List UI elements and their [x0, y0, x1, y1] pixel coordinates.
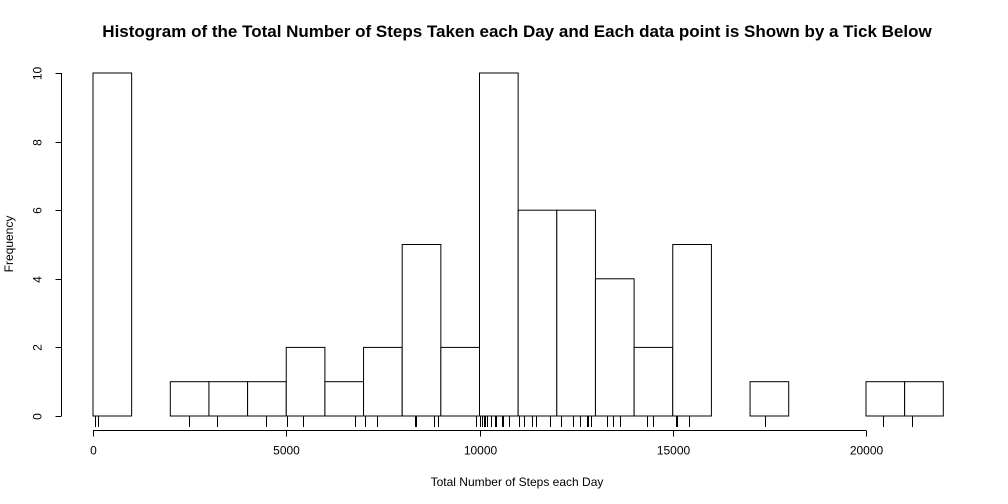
x-axis-label: Total Number of Steps each Day — [431, 475, 604, 489]
histogram-bar-4 — [247, 381, 287, 417]
histogram-bar-0 — [92, 72, 133, 417]
histogram-bar-21 — [904, 381, 944, 417]
histogram-bar-9 — [440, 346, 481, 417]
histogram-bars — [92, 72, 944, 417]
histogram-bar-7 — [363, 346, 403, 417]
x-tick-label-3: 15000 — [657, 444, 691, 458]
chart-title: Histogram of the Total Number of Steps T… — [102, 22, 932, 41]
x-tick-label-2: 10000 — [464, 444, 498, 458]
y-tick-label-2: 4 — [31, 276, 45, 283]
y-tick-label-3: 6 — [31, 207, 45, 214]
x-tick-label-4: 20000 — [850, 444, 884, 458]
y-tick-label-4: 8 — [31, 139, 45, 146]
histogram-bar-11 — [517, 209, 558, 417]
histogram-bar-8 — [401, 244, 442, 417]
histogram-bar-10 — [479, 72, 519, 417]
y-tick-label-1: 2 — [31, 344, 45, 351]
histogram-bar-6 — [324, 381, 365, 417]
x-tick-label-0: 0 — [90, 444, 97, 458]
x-axis: 0 5000 10000 15000 20000 — [90, 430, 884, 458]
y-tick-label-5: 10 — [31, 67, 45, 81]
y-axis-label: Frequency — [2, 216, 16, 273]
rug-ticks — [95, 416, 913, 427]
x-tick-label-1: 5000 — [273, 444, 300, 458]
histogram-bar-13 — [594, 278, 635, 417]
histogram-bar-20 — [865, 381, 906, 417]
y-tick-label-0: 0 — [31, 413, 45, 420]
histogram-bar-14 — [633, 346, 674, 417]
histogram-bar-15 — [672, 244, 712, 417]
histogram-bar-5 — [285, 346, 326, 417]
y-axis: 0 2 4 6 8 10 — [31, 67, 62, 420]
histogram-bar-2 — [169, 381, 210, 417]
histogram-bar-12 — [556, 209, 596, 417]
histogram-bar-3 — [208, 381, 249, 417]
histogram-bar-17 — [749, 381, 790, 417]
